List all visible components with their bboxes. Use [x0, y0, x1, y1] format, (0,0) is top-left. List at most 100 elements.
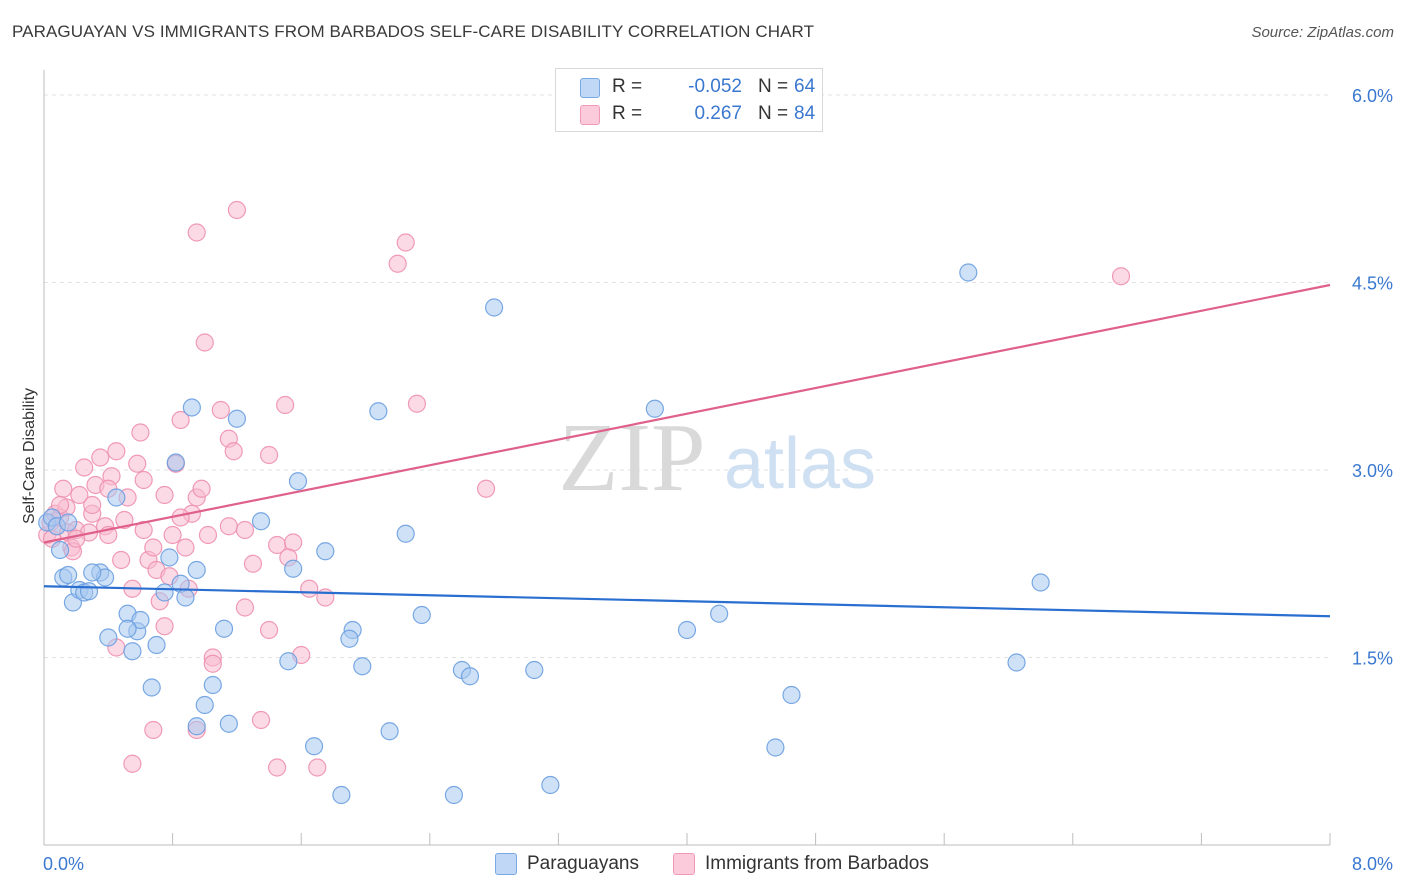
point-barbados — [396, 233, 415, 252]
legend-label-paraguayans: Paraguayans — [527, 853, 639, 874]
point-barbados — [176, 538, 195, 557]
point-barbados — [163, 525, 182, 545]
point-paraguayans — [59, 513, 78, 532]
point-barbados — [115, 510, 134, 530]
point-paraguayans — [316, 542, 335, 561]
point-barbados — [224, 442, 243, 461]
trend-line-paraguayans — [43, 585, 1331, 618]
point-barbados — [308, 758, 327, 777]
point-barbados — [107, 442, 126, 461]
point-barbados — [171, 508, 190, 527]
legend-swatch-blue — [580, 78, 600, 98]
point-paraguayans — [380, 722, 399, 741]
point-barbados — [284, 533, 303, 552]
legend-r-value: 0.267 — [694, 103, 742, 124]
watermark-atlas: atlas — [724, 424, 876, 504]
point-barbados — [144, 538, 163, 557]
watermark: ZIP atlas — [559, 404, 877, 512]
point-barbados — [267, 758, 287, 777]
point-barbados — [91, 448, 110, 467]
y-axis-title: Self-Care Disability — [21, 388, 38, 524]
point-paraguayans — [1007, 653, 1026, 672]
point-paraguayans — [83, 563, 102, 582]
point-paraguayans — [959, 263, 978, 282]
point-paraguayans — [219, 714, 238, 733]
point-barbados — [300, 579, 319, 598]
source-label: Source: ZipAtlas.com — [1251, 24, 1394, 41]
legend-r-value: -0.052 — [688, 76, 742, 97]
point-paraguayans — [214, 619, 234, 638]
point-paraguayans — [182, 398, 201, 417]
point-barbados — [476, 479, 496, 498]
point-barbados — [235, 520, 255, 540]
point-barbados — [171, 410, 190, 430]
point-barbados — [123, 754, 142, 773]
point-barbados — [235, 598, 255, 617]
axis-labels: 1.5% 3.0% 4.5% 6.0% 0.0% 8.0% Self-Care Disabi… — [21, 86, 1393, 874]
point-paraguayans — [118, 619, 137, 638]
point-barbados — [192, 479, 211, 498]
point-barbados — [70, 485, 89, 505]
grid-layer — [44, 94, 1330, 658]
point-barbados — [155, 485, 174, 505]
point-paraguayans — [160, 548, 179, 567]
point-paraguayans — [166, 453, 185, 472]
point-barbados — [316, 588, 335, 607]
point-paraguayans — [369, 402, 388, 421]
point-barbados — [134, 470, 153, 490]
point-barbados — [75, 458, 94, 477]
point-barbados — [388, 254, 407, 273]
series-paraguayans-points — [38, 263, 1050, 805]
point-barbados — [1111, 267, 1131, 286]
point-paraguayans — [279, 652, 298, 671]
point-paraguayans — [176, 588, 195, 607]
axes-layer — [43, 70, 1331, 846]
point-barbados — [251, 710, 271, 730]
x-tick-label-min: 0.0% — [43, 854, 84, 874]
point-paraguayans — [288, 472, 308, 491]
point-paraguayans — [412, 605, 431, 625]
point-paraguayans — [203, 675, 222, 695]
point-paraguayans — [460, 667, 480, 686]
point-paraguayans — [782, 685, 801, 705]
point-barbados — [155, 617, 174, 636]
point-paraguayans — [340, 629, 359, 648]
chart-title: PARAGUAYAN VS IMMIGRANTS FROM BARBADOS S… — [12, 22, 815, 41]
correlation-legend: R = -0.052 N = 64 R = 0.267 N = 84 — [555, 68, 823, 132]
legend-n-value: 64 — [794, 76, 816, 97]
y-tick-label: 1.5% — [1352, 649, 1393, 669]
point-barbados — [128, 454, 147, 473]
point-barbados — [259, 620, 279, 640]
trend-line-barbados — [43, 283, 1331, 544]
point-barbados — [112, 550, 131, 570]
point-paraguayans — [142, 678, 161, 697]
point-barbados — [219, 517, 238, 536]
point-barbados — [67, 529, 86, 548]
point-paraguayans — [123, 642, 142, 661]
legend-r-label: R = — [612, 76, 643, 97]
point-paraguayans — [147, 635, 166, 655]
point-paraguayans — [353, 657, 372, 676]
point-barbados — [54, 479, 73, 498]
point-barbados — [144, 720, 163, 740]
point-paraguayans — [251, 512, 271, 531]
point-barbados — [259, 445, 279, 465]
point-barbados — [195, 333, 214, 352]
point-paraguayans — [304, 737, 324, 756]
point-paraguayans — [99, 628, 118, 647]
point-paraguayans — [195, 695, 214, 715]
legend-r-label: R = — [612, 103, 643, 124]
legend-swatch-pink — [673, 853, 695, 875]
watermark-zip: ZIP — [559, 404, 706, 512]
point-paraguayans — [1031, 573, 1050, 592]
point-barbados — [227, 200, 246, 220]
point-paraguayans — [332, 785, 351, 805]
point-paraguayans — [131, 610, 150, 630]
legend-n-value: 84 — [794, 103, 816, 124]
trend-lines — [43, 283, 1331, 618]
point-paraguayans — [187, 717, 206, 736]
legend-n-label: N = — [758, 103, 789, 124]
point-paraguayans — [59, 565, 78, 585]
point-barbados — [276, 395, 295, 415]
